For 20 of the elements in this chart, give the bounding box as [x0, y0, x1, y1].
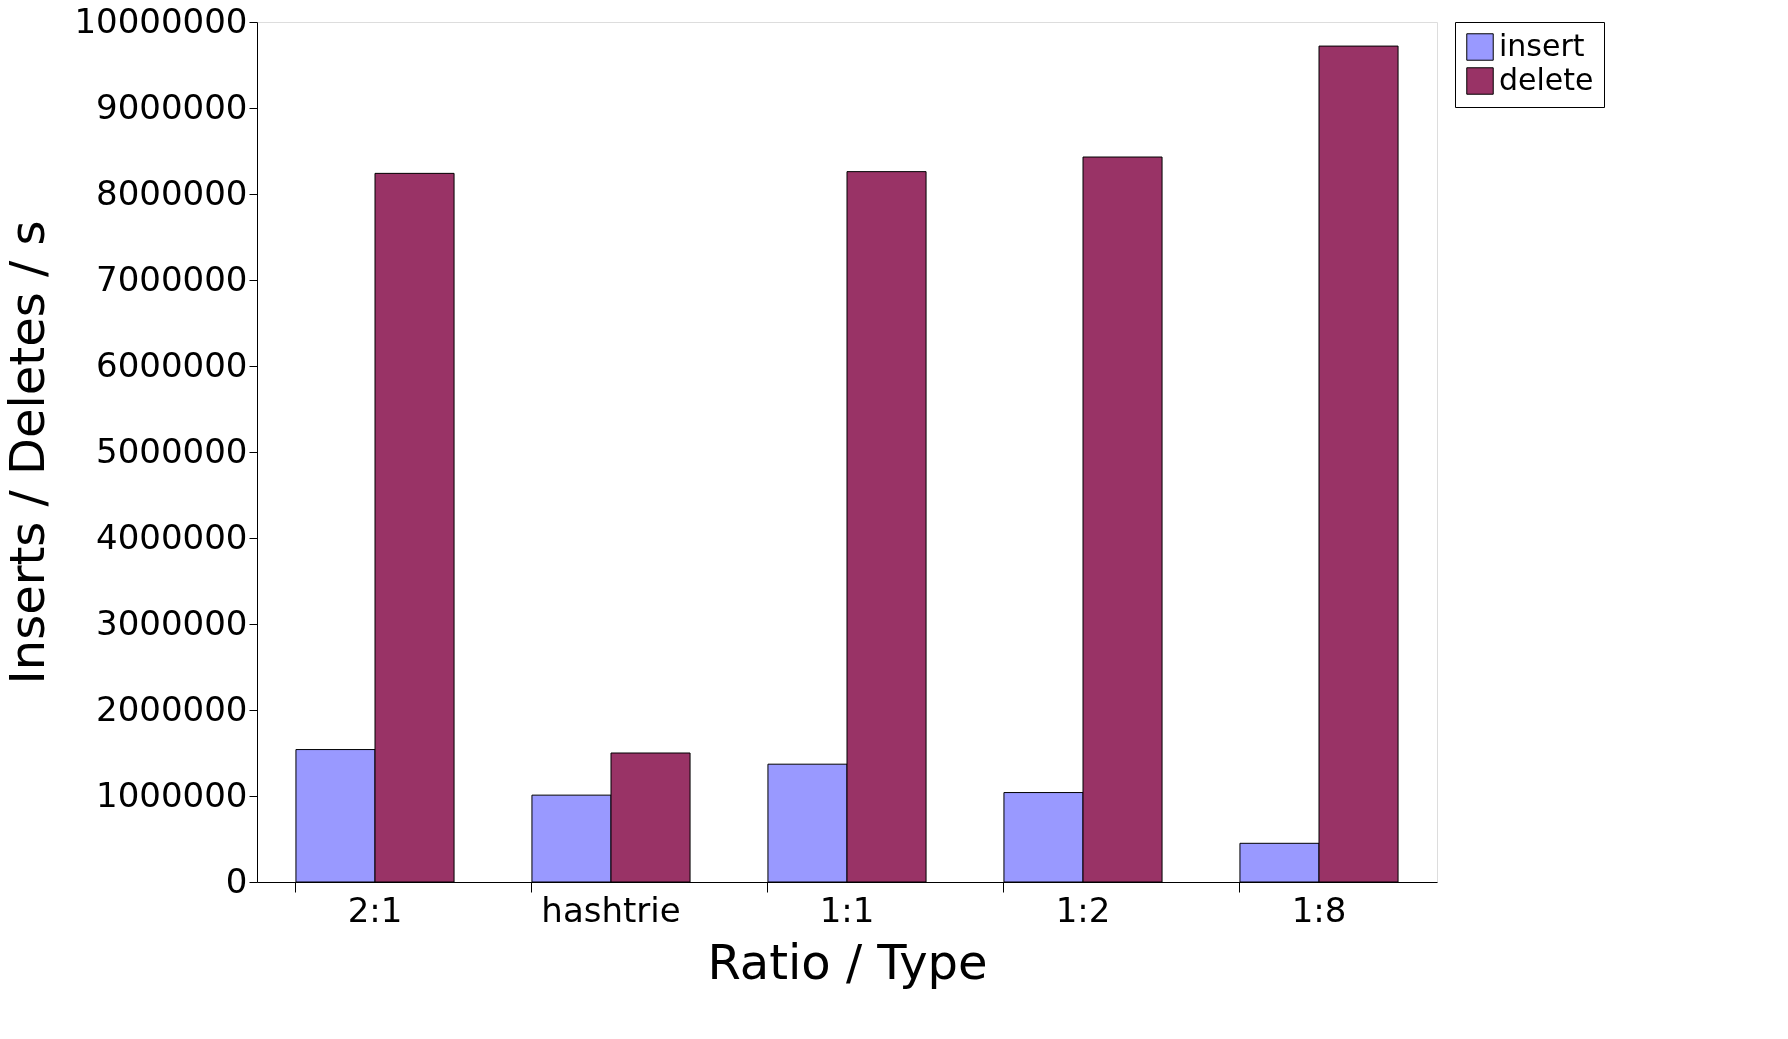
- legend-label: insert: [1499, 28, 1585, 63]
- x-tick-label: hashtrie: [541, 889, 681, 930]
- x-tick-label: 1:1: [819, 889, 875, 930]
- y-tick-label: 0: [225, 860, 248, 901]
- y-axis-title: Inserts / Deletes / s: [0, 220, 56, 685]
- x-axis-title: Ratio / Type: [707, 933, 988, 990]
- x-tick-label: 2:1: [347, 889, 403, 930]
- y-tick-label: 6000000: [96, 344, 248, 385]
- x-tick-label: 1:2: [1055, 889, 1111, 930]
- y-tick-label: 9000000: [96, 86, 248, 127]
- y-tick-label: 1000000: [96, 774, 248, 815]
- y-tick-label: 3000000: [96, 602, 248, 643]
- y-tick-label: 2000000: [96, 688, 248, 729]
- y-tick-label: 4000000: [96, 516, 248, 557]
- legend-label: delete: [1499, 62, 1594, 97]
- y-tick-label: 7000000: [96, 258, 248, 299]
- y-tick-label: 10000000: [74, 0, 248, 41]
- x-tick-label: 1:8: [1291, 889, 1347, 930]
- y-tick-label: 5000000: [96, 430, 248, 471]
- y-tick-label: 8000000: [96, 172, 248, 213]
